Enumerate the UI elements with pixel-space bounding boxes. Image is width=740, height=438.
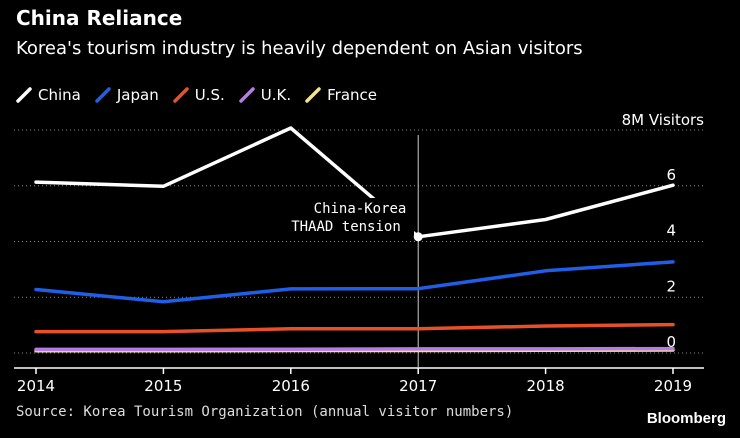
- x-tick-label: 2016: [272, 377, 310, 395]
- series-line-china: [34, 126, 675, 239]
- legend-item-uk: U.K.: [239, 86, 291, 104]
- legend-label: Japan: [116, 86, 159, 104]
- series-line-us: [34, 322, 675, 334]
- y-tick-label: 0: [666, 333, 676, 351]
- annotation-point: [413, 232, 423, 242]
- legend: China Japan U.S. U.K. France: [16, 86, 391, 104]
- legend-label: U.S.: [194, 86, 225, 104]
- x-tick-label: 2018: [527, 377, 565, 395]
- source-note: Source: Korea Tourism Organization (annu…: [16, 404, 514, 420]
- legend-swatch: [172, 87, 189, 103]
- legend-label: France: [327, 86, 377, 104]
- y-unit-label: 8M Visitors: [622, 111, 705, 129]
- y-tick-label: 4: [666, 222, 676, 240]
- x-tick-label: 2014: [17, 377, 55, 395]
- series-line-japan: [34, 260, 675, 304]
- legend-label: U.K.: [260, 86, 292, 104]
- brand-logo: Bloomberg: [646, 410, 726, 427]
- x-tick-label: 2017: [399, 377, 437, 395]
- y-tick-label: 6: [666, 166, 676, 184]
- chart-title: China Reliance: [16, 6, 183, 30]
- legend-label: China: [38, 86, 81, 104]
- x-tick-label: 2015: [144, 377, 182, 395]
- legend-swatch: [16, 87, 32, 103]
- legend-item-japan: Japan: [95, 86, 159, 104]
- chart-subtitle: Korea's tourism industry is heavily depe…: [16, 38, 583, 59]
- y-tick-label: 2: [666, 277, 676, 295]
- legend-swatch: [95, 87, 111, 103]
- series-line-uk: [34, 346, 675, 352]
- legend-swatch: [305, 87, 321, 103]
- legend-item-france: France: [305, 86, 377, 104]
- annotation-label-bg: [296, 198, 414, 236]
- legend-item-us: U.S.: [172, 86, 225, 104]
- x-tick-label: 2019: [654, 377, 692, 395]
- legend-swatch: [239, 87, 255, 103]
- annotation-text-line2: THAAD tension: [291, 219, 401, 235]
- legend-item-china: China: [16, 86, 81, 104]
- annotation-text-line1: China-Korea: [314, 201, 407, 217]
